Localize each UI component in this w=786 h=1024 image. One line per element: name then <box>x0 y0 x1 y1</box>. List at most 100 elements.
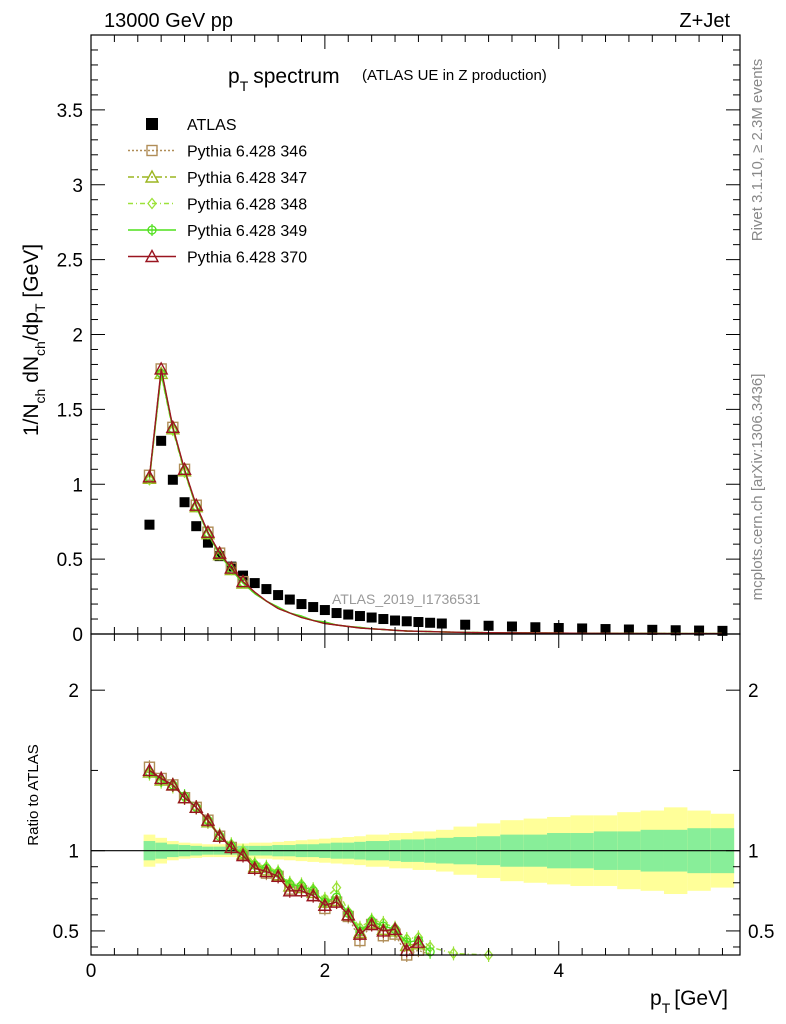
ratio-marker <box>247 860 262 875</box>
ratio-y-tick-label-left: 1 <box>68 842 79 863</box>
x-label-unit: [GeV] <box>674 987 728 1010</box>
main-y-tick-label: 2.5 <box>57 251 83 272</box>
plot-title: pT spectrum <box>228 65 340 94</box>
ratio-marker <box>165 777 181 791</box>
legend: ATLAS Pythia 6.428 346 Pythia 6.428 347 Pyt… <box>128 117 307 267</box>
main-y-tick-label: 1.5 <box>57 400 83 421</box>
title-p: p <box>228 65 240 88</box>
series-marker <box>177 461 192 475</box>
series-marker <box>144 473 155 486</box>
legend-entry-pythia-6-428-347: Pythia 6.428 347 <box>128 169 307 187</box>
main-y-tick-label: 3.5 <box>57 101 83 122</box>
ratio-y-axis-label: Ratio to ATLAS <box>25 744 42 845</box>
plot-title-note: (ATLAS UE in Z production) <box>362 67 547 84</box>
x-axis-label: pT [GeV] <box>650 987 728 1016</box>
legend-entry-atlas: ATLAS <box>146 117 237 134</box>
ratio-marker <box>142 762 157 777</box>
ratio-marker <box>341 907 356 921</box>
ratio-frame <box>90 633 741 956</box>
watermark-analysis-id: ATLAS_2019_I1736531 <box>332 591 481 607</box>
series-pythia-6-428-370 <box>142 361 723 635</box>
legend-entry-pythia-6-428-346: Pythia 6.428 346 <box>128 144 307 161</box>
x-label-p: p <box>650 987 662 1010</box>
legend-label: Pythia 6.428 348 <box>187 197 307 214</box>
legend-label: Pythia 6.428 370 <box>187 250 307 267</box>
atlas-data-point <box>401 616 412 627</box>
atlas-data-point <box>354 611 365 622</box>
ratio-uncertainty-bands <box>91 807 740 895</box>
atlas-data-point <box>308 602 319 613</box>
atlas-data-point <box>460 619 471 630</box>
atlas-data-point <box>191 521 202 532</box>
ratio-x-tick-label: 2 <box>320 961 331 982</box>
series-line <box>148 368 723 635</box>
atlas-data-point <box>425 617 436 628</box>
atlas-data-point <box>343 609 354 620</box>
ratio-y-tick-label-left: 0.5 <box>53 922 79 943</box>
ratio-marker <box>294 883 309 897</box>
main-y-tick-label: 3 <box>72 176 83 197</box>
ratio-x-tick-label: 4 <box>553 961 564 982</box>
ratio-marker <box>200 812 216 826</box>
ratio-marker <box>376 923 391 937</box>
ratio-marker <box>189 799 204 814</box>
side-label-rivet: Rivet 3.1.10, ≥ 2.3M events <box>749 59 766 242</box>
series-marker <box>142 469 157 483</box>
legend-marker <box>147 225 157 235</box>
atlas-data-point <box>179 497 190 508</box>
main-y-tick-label: 0.5 <box>57 550 83 571</box>
atlas-data-point <box>506 621 517 632</box>
axis-ticks: 0 0.5 1 1.5 2 2.5 3 3.5 0 2 4 0.5 0.5 1 1 2 2 <box>53 35 774 982</box>
series-marker <box>200 524 216 538</box>
legend-entry-pythia-6-428-348: Pythia 6.428 348 <box>128 197 307 214</box>
series-marker <box>235 574 251 588</box>
ratio-marker <box>282 883 297 897</box>
atlas-data-point <box>144 519 155 530</box>
ratio-x-tick-label: 0 <box>86 961 97 982</box>
process-label: Z+Jet <box>679 10 730 32</box>
legend-marker <box>146 118 158 130</box>
atlas-data-point <box>296 599 307 610</box>
legend-marker <box>146 144 158 157</box>
atlas-data-point <box>413 617 424 628</box>
x-label-sub-t: T <box>662 1000 671 1016</box>
series-marker <box>224 560 239 574</box>
energy-label: 13000 GeV pp <box>104 10 233 32</box>
ratio-marker <box>483 948 494 962</box>
ratio-marker <box>317 897 333 911</box>
title-sub-t: T <box>240 78 249 94</box>
legend-label: Pythia 6.428 349 <box>187 223 307 240</box>
atlas-data-point <box>366 612 377 623</box>
ratio-marker <box>259 864 274 878</box>
legend-entry-pythia-6-428-370: Pythia 6.428 370 <box>128 249 307 267</box>
side-label-mcplots: mcplots.cern.ch [arXiv:1306.3436] <box>749 374 766 601</box>
legend-label: ATLAS <box>187 117 237 134</box>
legend-marker <box>144 169 160 183</box>
series-marker <box>179 466 190 479</box>
atlas-data-point <box>261 584 272 595</box>
legend-marker <box>144 249 160 263</box>
series-marker <box>189 497 204 511</box>
atlas-data-point <box>202 537 213 548</box>
ratio-marker <box>425 947 435 957</box>
main-y-tick-label: 0 <box>72 625 83 646</box>
atlas-data-point <box>226 561 237 572</box>
ratio-marker <box>212 828 227 842</box>
atlas-data-point <box>319 605 330 616</box>
ratio-marker <box>352 926 368 940</box>
series-marker <box>168 424 178 437</box>
ratio-marker <box>364 917 379 931</box>
atlas-data-point <box>284 594 295 605</box>
ratio-marker <box>153 770 169 785</box>
legend-label: Pythia 6.428 347 <box>187 170 307 187</box>
series-marker <box>165 419 181 434</box>
atlas-data-point <box>167 474 178 485</box>
ratio-y-tick-label-right: 2 <box>748 681 759 702</box>
main-y-axis-label: 1/Nch dNch/dpT [GeV] <box>20 244 48 436</box>
ratio-marker <box>270 868 286 883</box>
series-marker <box>153 361 169 375</box>
main-y-tick-label: 1 <box>72 475 83 496</box>
ratio-marker <box>306 888 321 902</box>
ratio-y-tick-label-right: 1 <box>748 842 759 863</box>
